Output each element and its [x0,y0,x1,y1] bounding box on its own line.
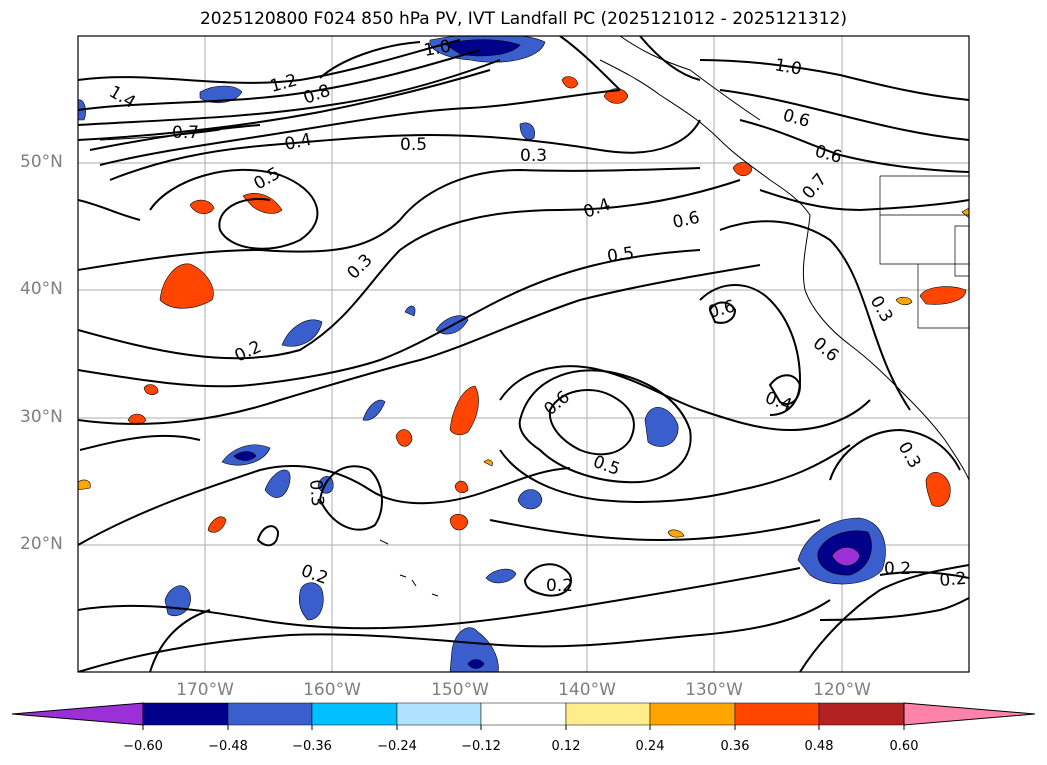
colorbar-tick-label: 0.60 [889,739,919,754]
positive-anomaly-patch [919,286,967,305]
lon-label: 150°W [431,680,489,700]
contour-label: 0.2 [884,559,911,579]
colorbar-tick-label: −0.48 [208,739,248,754]
colorbar-tick-label: −0.12 [461,739,501,754]
lat-label: 50°N [20,152,63,172]
colorbar-extend-high [903,702,1036,726]
positive-anomaly-patch [603,88,629,104]
colorbar-segment [818,702,905,726]
map-frame [77,35,970,673]
negative-anomaly-patch [298,582,324,621]
colorbar-tick-label: −0.60 [123,739,163,754]
negative-anomaly-patch [519,122,535,140]
contour-label: 0.2 [546,576,573,596]
colorbar [11,702,1036,730]
lon-label: 160°W [303,680,361,700]
colorbar-tick-label: 0.24 [635,739,665,754]
colorbar-segment [227,702,313,726]
gridlines [78,36,969,672]
positive-anomaly-patch [667,529,685,538]
contour-label: 0.7 [172,123,199,143]
colorbar-segment [480,702,567,726]
lat-label: 30°N [20,407,63,427]
positive-anomaly-patch [143,384,159,395]
colorbar-segment [565,702,651,726]
contour-label: 0.3 [305,479,327,508]
contour-label: 0.5 [606,243,636,267]
colorbar-segment [311,702,398,726]
map-panel: 1.0 1.4 1.2 0.8 0.7 0.4 0.5 0.5 0.3 0.3 … [78,36,969,672]
colorbar-segment [734,702,820,726]
colorbar-segment [396,702,482,726]
negative-anomaly-patch [517,489,543,510]
positive-anomaly-patch [895,296,913,306]
positive-anomaly-patch [159,263,214,309]
contour-label: 0.2 [939,569,968,591]
lon-label: 130°W [685,680,743,700]
negative-anomaly-patch [264,469,291,498]
pc-anomaly-fill [78,36,969,672]
positive-anomaly-patch [78,479,91,491]
positive-anomaly-patch [395,429,413,447]
positive-anomaly-patch [561,76,579,89]
colorbar-tick-label: 0.12 [551,739,581,754]
colorbar-tick-label: 0.48 [804,739,834,754]
contour-label: 0.3 [520,146,547,166]
positive-anomaly-patch [925,472,951,507]
negative-anomaly-patch [467,659,485,669]
lat-label: 40°N [20,279,63,299]
colorbar-tick-label: −0.24 [377,739,417,754]
contour-label: 0.5 [400,135,427,155]
colorbar-segment [649,702,736,726]
negative-anomaly-patch [233,451,257,461]
positive-anomaly-patch [449,385,479,436]
negative-anomaly-patch [485,568,517,584]
negative-anomaly-patch [281,319,323,347]
negative-anomaly-patch [404,305,416,317]
negative-anomaly-patch [444,39,521,57]
positive-anomaly-patch [483,459,493,467]
negative-anomaly-patch [362,399,386,421]
lon-label: 140°W [558,680,616,700]
lat-label: 20°N [20,534,63,554]
positive-anomaly-patch [189,199,215,214]
negative-anomaly-patch [644,407,679,447]
positive-anomaly-patch [454,480,469,493]
colorbar-tick-label: −0.36 [292,739,332,754]
negative-anomaly-patch [831,547,861,567]
contour-label: 1.0 [773,55,803,79]
map-title: 2025120800 F024 850 hPa PV, IVT Landfall… [199,9,847,29]
lon-label: 120°W [813,680,871,700]
colorbar-segment [142,702,229,726]
positive-anomaly-patch [449,513,469,531]
pv-contours [78,36,969,672]
state-borders [879,175,969,329]
negative-anomaly-patch [449,627,499,672]
contour-label: 1.0 [422,37,452,61]
lon-label: 170°W [176,680,234,700]
colorbar-tick-label: 0.36 [720,739,750,754]
positive-anomaly-patch [207,516,227,533]
positive-anomaly-patch [732,161,753,177]
colorbar-extend-low [11,702,144,726]
